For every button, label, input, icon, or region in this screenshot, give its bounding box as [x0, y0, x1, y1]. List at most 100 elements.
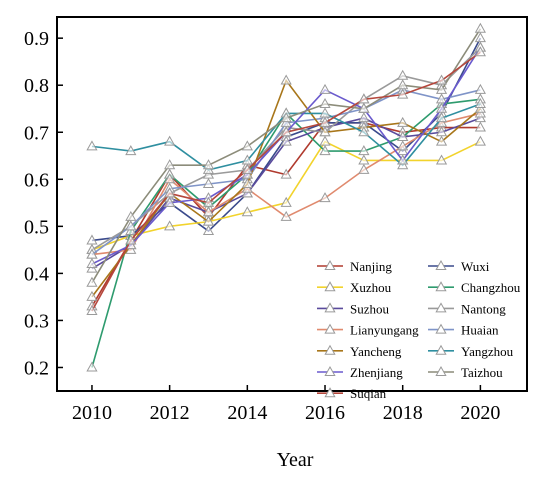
x-tick-label: 2020 — [460, 402, 500, 424]
legend-item-wuxi: Wuxi — [428, 259, 490, 274]
data-point — [241, 206, 253, 217]
data-point — [164, 220, 176, 231]
data-point — [280, 112, 292, 123]
data-point — [435, 83, 448, 94]
data-point — [319, 126, 331, 137]
legend-swatch-marker — [324, 365, 336, 376]
data-point — [319, 145, 331, 156]
data-point — [397, 88, 409, 99]
series-layer — [86, 22, 486, 372]
data-point — [202, 225, 215, 236]
data-point — [280, 135, 292, 146]
series-line — [91, 140, 481, 251]
legend-item-nanjing: Nanjing — [317, 259, 392, 274]
legend-label: Suzhou — [350, 301, 390, 316]
data-point — [435, 135, 448, 146]
data-point — [241, 163, 253, 174]
x-axis-title: Year — [277, 449, 314, 471]
data-point — [435, 102, 448, 113]
legend-item-zhenjiang: Zhenjiang — [317, 365, 403, 380]
data-point — [319, 83, 331, 94]
legend: Nanjing Wuxi Xuzhou Changzhou Suzhou Nantong L… — [317, 259, 521, 401]
data-point — [435, 74, 448, 85]
data-point — [397, 154, 409, 165]
data-point — [202, 196, 215, 207]
data-point — [319, 98, 331, 109]
legend-label: Changzhou — [461, 280, 521, 295]
data-point — [435, 154, 448, 165]
legend-swatch-marker — [435, 323, 447, 334]
legend-item-nantong: Nantong — [428, 301, 506, 316]
legend-item-suqian: Suqian — [317, 386, 387, 401]
data-point — [358, 145, 370, 156]
data-point — [358, 93, 370, 104]
data-point — [86, 361, 98, 372]
data-point — [164, 187, 176, 198]
legend-item-taizhou: Taizhou — [428, 365, 503, 380]
series-suqian — [86, 46, 486, 316]
y-tick-label: 0.6 — [24, 169, 49, 191]
data-point — [319, 116, 331, 127]
legend-swatch-marker — [324, 323, 336, 334]
data-point — [125, 220, 137, 231]
data-point — [280, 196, 292, 207]
data-point — [164, 159, 176, 170]
legend-swatch-marker — [435, 259, 447, 270]
data-point — [474, 22, 486, 33]
data-point — [164, 135, 176, 146]
legend-label: Xuzhou — [350, 280, 392, 295]
legend-swatch-marker — [435, 365, 447, 376]
data-point — [280, 168, 292, 179]
data-point — [241, 140, 253, 151]
legend-swatch-marker — [324, 344, 336, 355]
legend-item-yancheng: Yancheng — [317, 344, 402, 359]
data-point — [397, 116, 409, 127]
data-point — [474, 83, 486, 94]
data-point — [86, 276, 98, 287]
legend-swatch-marker — [324, 281, 336, 292]
legend-label: Lianyungang — [350, 323, 419, 338]
y-tick-label: 0.2 — [24, 357, 49, 379]
data-point — [86, 257, 98, 268]
legend-label: Wuxi — [461, 259, 490, 274]
legend-label: Nantong — [461, 301, 506, 316]
data-point — [164, 196, 176, 207]
x-tick-label: 2016 — [305, 402, 345, 424]
data-point — [358, 163, 370, 174]
series-line — [91, 28, 482, 284]
legend-label: Zhenjiang — [350, 365, 403, 380]
y-tick-label: 0.7 — [24, 122, 49, 144]
series-line — [91, 51, 481, 312]
legend-label: Suqian — [350, 386, 387, 401]
data-point — [474, 98, 486, 109]
data-point — [125, 145, 137, 156]
data-point — [358, 126, 370, 137]
legend-swatch-marker — [435, 302, 447, 313]
data-point — [280, 210, 292, 221]
data-point — [397, 140, 409, 151]
legend-swatch-marker — [435, 344, 447, 355]
y-tick-label: 0.5 — [24, 216, 49, 238]
legend-item-huaian: Huaian — [428, 323, 499, 338]
data-point — [474, 46, 486, 57]
data-point — [202, 215, 215, 226]
legend-swatch-marker — [324, 259, 336, 270]
data-point — [202, 159, 215, 170]
data-point — [358, 102, 370, 113]
legend-label: Nanjing — [350, 259, 392, 274]
legend-label: Yancheng — [350, 344, 402, 359]
legend-swatch-marker — [324, 387, 336, 398]
data-point — [280, 126, 292, 137]
data-point — [280, 74, 292, 85]
data-point — [397, 69, 409, 80]
data-point — [474, 135, 486, 146]
x-tick-label: 2010 — [72, 402, 112, 424]
x-tick-label: 2012 — [150, 402, 190, 424]
legend-label: Huaian — [461, 323, 499, 338]
data-point — [319, 135, 331, 146]
series-taizhou — [86, 22, 486, 287]
legend-item-suzhou: Suzhou — [317, 301, 390, 316]
data-point — [241, 177, 253, 189]
legend-item-xuzhou: Xuzhou — [317, 280, 392, 295]
